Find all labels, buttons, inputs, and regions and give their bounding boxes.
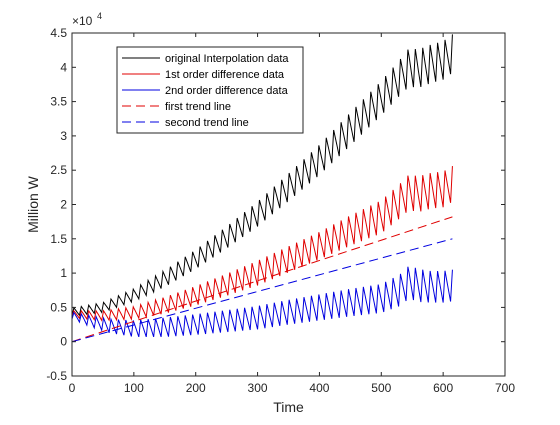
y-tick-label: -0.5	[46, 369, 67, 383]
y-tick-label: 4	[60, 60, 67, 74]
legend: original Interpolation data 1st order dif…	[116, 46, 304, 134]
legend-entry-label: second trend line	[165, 117, 249, 129]
x-tick-label: 500	[371, 381, 391, 395]
legend-entry-label: 1st order difference data	[165, 69, 285, 81]
y-tick-label: 0.5	[50, 300, 67, 314]
y-tick-label: 2.5	[50, 163, 67, 177]
y-axis-label: Million W	[25, 175, 41, 233]
series-layer	[71, 34, 453, 343]
x-tick-label: 300	[248, 381, 268, 395]
series-line-1st-order-difference-data	[71, 166, 453, 322]
y-tick-label: 0	[60, 335, 67, 349]
x-tick-label: 600	[433, 381, 453, 395]
y-tick-label: 3.5	[50, 95, 67, 109]
series-line-2nd-order-difference-data	[71, 266, 453, 338]
axis-tick-labels: 0 100 200 300 400 500 600 700-0.500.511.522.533…	[46, 26, 515, 395]
series-line-first-trend-line	[71, 216, 453, 343]
y-tick-label: 1	[60, 266, 67, 280]
y-tick-label: 3	[60, 129, 67, 143]
x-tick-label: 400	[309, 381, 329, 395]
series-line-second-trend-line	[71, 238, 453, 343]
y-tick-label: 4.5	[50, 26, 67, 40]
x-tick-label: 200	[186, 381, 206, 395]
y-exponent-power: 4	[97, 11, 102, 21]
x-tick-label: 0	[69, 381, 76, 395]
series-line-original-interpolation-data	[71, 34, 453, 317]
y-tick-label: 1.5	[50, 232, 67, 246]
legend-entry-label: first trend line	[165, 101, 231, 113]
y-exponent-label: ×10	[72, 14, 93, 28]
x-axis-label: Time	[273, 399, 304, 415]
axis-ticks	[71, 32, 506, 377]
x-tick-label: 100	[124, 381, 144, 395]
y-tick-label: 2	[60, 198, 67, 212]
x-tick-label: 700	[495, 381, 515, 395]
legend-entry-label: 2nd order difference data	[165, 85, 289, 97]
legend-entry-label: original Interpolation data	[165, 53, 289, 65]
